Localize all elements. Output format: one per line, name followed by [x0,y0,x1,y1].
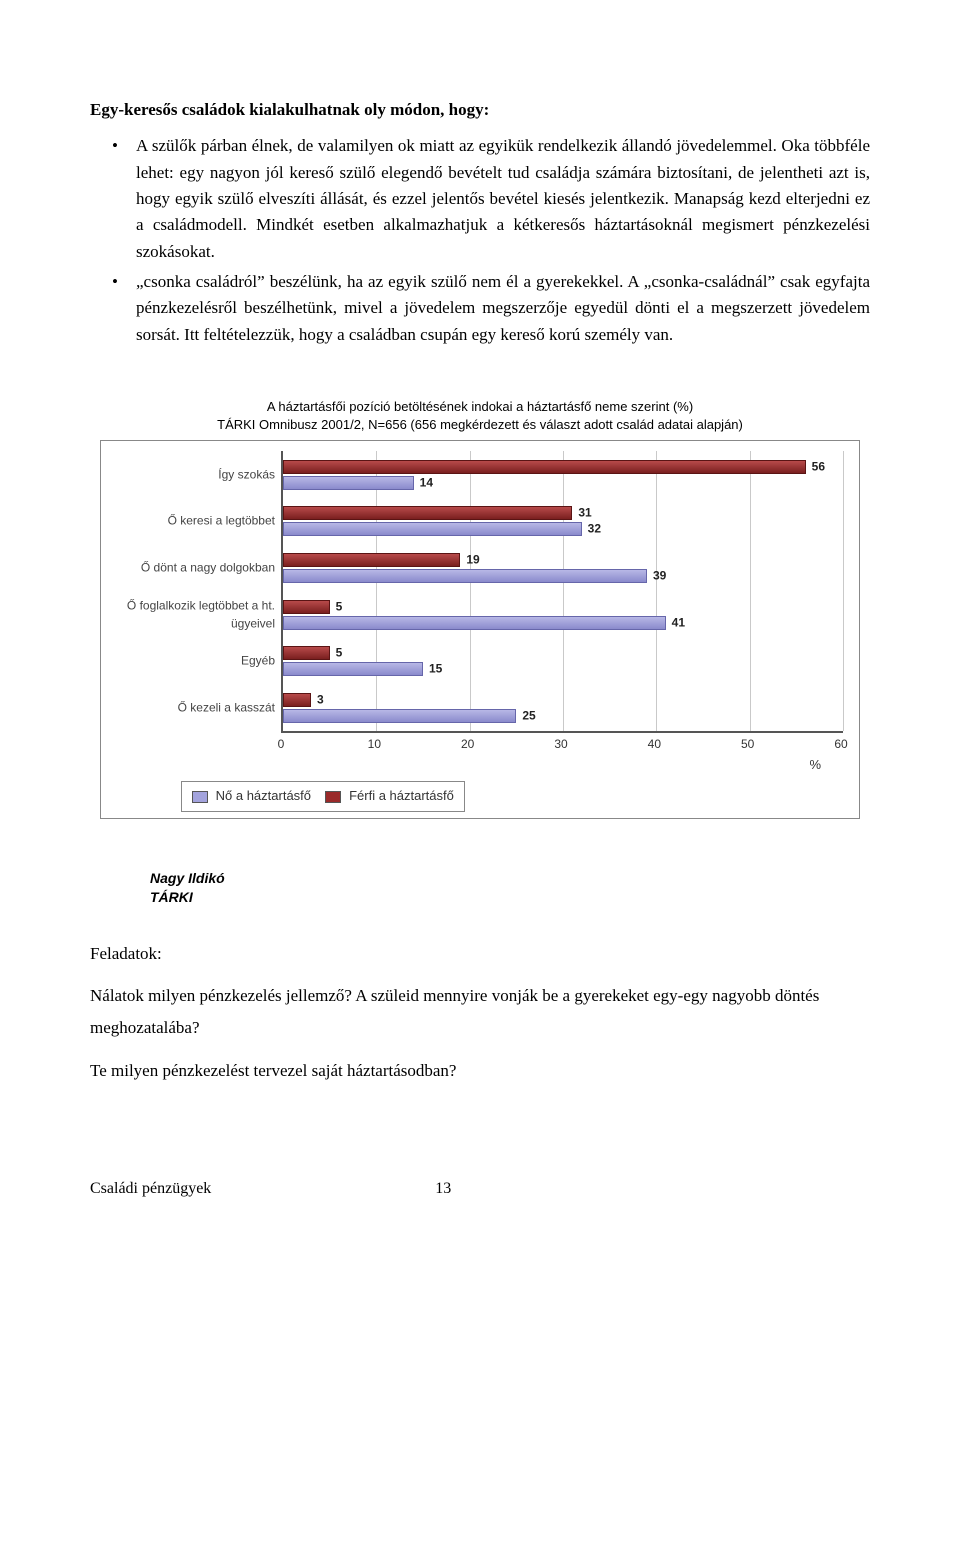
chart-value-label: 5 [336,598,343,617]
chart-value-label: 32 [588,520,601,539]
chart-bar-female [283,709,516,723]
chart-bar-male [283,600,330,614]
chart-title-line1: A háztartásfői pozíció betöltésének indo… [267,399,693,414]
chart-bar-male [283,553,460,567]
chart-category-label: Ő dönt a nagy dolgokban [141,559,275,578]
chart-category-label: Így szokás [218,466,275,485]
legend-swatch-male [325,791,341,803]
legend-label-male: Férfi a háztartásfő [349,788,454,803]
chart-y-labels: Így szokás Ő keresi a legtöbbet Ő dönt a n… [111,451,281,731]
legend-swatch-female [192,791,208,803]
chart-x-tick: 0 [278,735,285,754]
tasks-block: Feladatok: Nálatok milyen pénzkezelés je… [90,938,870,1087]
chart-x-tick: 50 [741,735,754,754]
chart-bar-male [283,506,572,520]
chart-legend: Nő a háztartásfő Férfi a háztartásfő [181,781,465,811]
chart-category-label: Ő kezeli a kasszát [178,699,275,718]
chart-value-label: 56 [812,458,825,477]
chart-value-label: 14 [420,474,433,493]
section-heading: Egy-keresős családok kialakulhatnak oly … [90,100,489,119]
chart-x-tick: 10 [368,735,381,754]
chart-bar-female [283,476,414,490]
chart-bar-female [283,616,666,630]
task-question-2: Te milyen pénzkezelést tervezel saját há… [90,1055,870,1087]
chart-x-label: % [809,755,821,775]
bar-chart: Így szokás Ő keresi a legtöbbet Ő dönt a n… [100,440,860,818]
chart-value-label: 39 [653,567,666,586]
chart-x-tick: 40 [648,735,661,754]
chart-value-label: 3 [317,691,324,710]
list-item: „csonka családról” beszélünk, ha az egyi… [90,269,870,348]
author-name: Nagy Ildikó [150,870,225,886]
chart-bar-male [283,646,330,660]
author-org: TÁRKI [150,889,193,905]
chart-category-label: Egyéb [241,652,275,671]
chart-x-tick: 60 [834,735,847,754]
footer-title: Családi pénzügyek [90,1180,211,1197]
chart-x-axis: % 0102030405060 [281,733,841,773]
chart-bar-female [283,569,647,583]
chart-value-label: 5 [336,644,343,663]
chart-value-label: 15 [429,660,442,679]
chart-bar-male [283,693,311,707]
author-block: Nagy Ildikó TÁRKI [150,869,870,908]
chart-category-label: Ő keresi a legtöbbet [168,512,275,531]
tasks-heading: Feladatok: [90,938,870,970]
chart-plot-area: 561431321939541515325 [281,451,843,733]
chart-title: A háztartásfői pozíció betöltésének indo… [90,398,870,434]
chart-value-label: 41 [672,614,685,633]
page-footer: Családi pénzügyek 13 [90,1177,870,1202]
chart-category-label: Ő foglalkozik legtöbbet a ht.ügyeivel [127,596,275,633]
chart-bar-male [283,460,806,474]
chart-value-label: 19 [466,551,479,570]
chart-x-tick: 30 [554,735,567,754]
chart-x-tick: 20 [461,735,474,754]
task-question-1: Nálatok milyen pénzkezelés jellemző? A s… [90,980,870,1045]
chart-bar-female [283,662,423,676]
bullet-list: A szülők párban élnek, de valamilyen ok … [90,133,870,348]
chart-value-label: 25 [522,707,535,726]
legend-label-female: Nő a háztartásfő [216,788,311,803]
footer-page-number: 13 [435,1177,451,1202]
chart-bar-female [283,522,582,536]
chart-title-line2: TÁRKI Omnibusz 2001/2, N=656 (656 megkér… [217,417,743,432]
list-item: A szülők párban élnek, de valamilyen ok … [90,133,870,265]
